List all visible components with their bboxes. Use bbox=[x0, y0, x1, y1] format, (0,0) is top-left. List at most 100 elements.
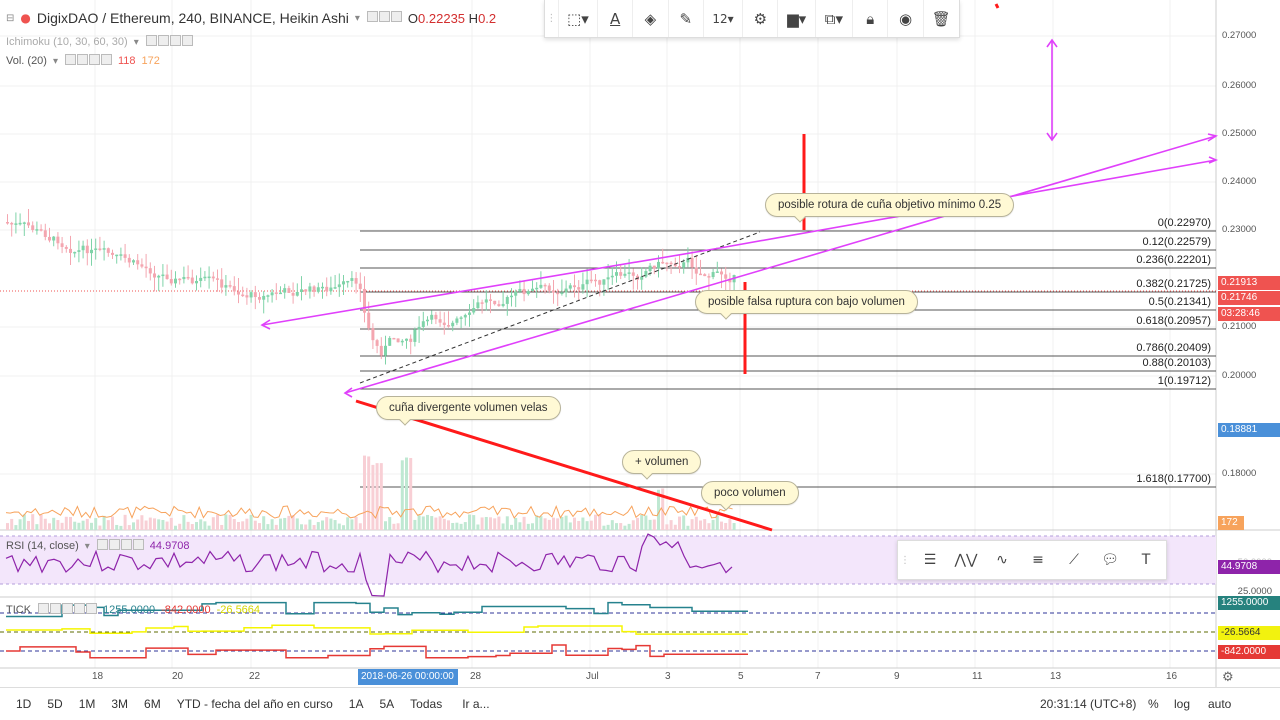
volume-bar bbox=[136, 519, 140, 530]
fib-level-label: 0.236(0.22201) bbox=[1136, 254, 1211, 266]
rsi-label[interactable]: RSI (14, close) bbox=[6, 540, 79, 552]
time-tick: Jul bbox=[586, 671, 599, 682]
volume-legend: Vol. (20) ▾ 118 172 bbox=[6, 54, 160, 68]
candle-body bbox=[505, 297, 509, 304]
volume-bar bbox=[220, 524, 224, 530]
candle-body bbox=[728, 278, 732, 283]
symbol-title[interactable]: DigixDAO / Ethereum, 240, BINANCE, Heiki… bbox=[36, 10, 349, 26]
candle-body bbox=[199, 277, 203, 281]
clock-display[interactable]: 20:31:14 (UTC+8) bbox=[1040, 697, 1137, 711]
volume-bar bbox=[543, 518, 547, 530]
chevron-down-icon[interactable]: ▾ bbox=[354, 12, 360, 24]
volume-bar bbox=[438, 516, 442, 530]
price-tag: 0.21913 bbox=[1218, 276, 1280, 290]
legend-controls[interactable] bbox=[366, 11, 402, 25]
timeframe-button[interactable]: YTD - fecha del año en curso bbox=[176, 697, 333, 711]
lock-icon[interactable]: 🔒︎ bbox=[853, 0, 889, 37]
note-false-break[interactable]: posible falsa ruptura con bajo volumen bbox=[695, 290, 918, 320]
volume-bar bbox=[337, 523, 341, 530]
candle-body bbox=[64, 246, 68, 249]
note-breakout[interactable]: posible rotura de cuña objetivo mínimo 0… bbox=[765, 193, 1015, 223]
volume-bar bbox=[459, 523, 463, 530]
candle-body bbox=[585, 279, 589, 285]
layers-icon[interactable]: ▆▾ bbox=[778, 0, 816, 37]
candle-body bbox=[266, 295, 270, 297]
volume-bar bbox=[144, 520, 148, 530]
legend-controls[interactable] bbox=[64, 54, 112, 68]
timeframe-button[interactable]: 3M bbox=[111, 697, 129, 711]
chevron-down-icon[interactable]: ▾ bbox=[84, 540, 90, 552]
log-toggle[interactable]: log bbox=[1174, 697, 1191, 711]
note-plus-volume[interactable]: + volumen bbox=[622, 450, 702, 480]
legend-controls[interactable] bbox=[145, 35, 193, 49]
fill-color-icon[interactable]: ◈ bbox=[633, 0, 669, 37]
candle-body bbox=[463, 314, 467, 318]
clone-icon[interactable]: ⧉▾ bbox=[816, 0, 854, 37]
volume-label[interactable]: Vol. (20) bbox=[6, 55, 47, 67]
auto-toggle[interactable]: auto bbox=[1208, 697, 1232, 711]
timeframe-button[interactable]: 6M bbox=[144, 697, 161, 711]
candle-body bbox=[426, 319, 429, 322]
candle-body bbox=[270, 292, 274, 296]
timeframe-button[interactable]: 1A bbox=[348, 697, 364, 711]
trend-line-icon[interactable]: ⟋ bbox=[1069, 552, 1079, 568]
volume-bar bbox=[270, 519, 274, 530]
settings-gear-icon[interactable]: ⚙ bbox=[1222, 670, 1234, 685]
select-area-icon[interactable]: ⬚▾ bbox=[559, 0, 598, 37]
timeframe-button[interactable]: 5D bbox=[47, 697, 63, 711]
callout-icon[interactable]: 💬︎ bbox=[1101, 552, 1119, 568]
text-tool-icon[interactable]: T bbox=[1141, 552, 1151, 568]
volume-bar bbox=[375, 463, 379, 530]
price-tag: 03:28:46 bbox=[1218, 307, 1280, 321]
volume-bar bbox=[245, 518, 249, 530]
line-color-icon[interactable]: ✎ bbox=[669, 0, 704, 37]
volume-bar bbox=[379, 463, 383, 530]
elliott-wave-icon[interactable]: ⋀⋁ bbox=[954, 552, 978, 568]
candle-body bbox=[447, 325, 450, 327]
tick-label[interactable]: TICK bbox=[6, 604, 32, 616]
trash-icon[interactable]: 🗑︎ bbox=[931, 9, 951, 28]
timeframe-button[interactable]: 1M bbox=[78, 697, 96, 711]
candle-body bbox=[308, 286, 312, 292]
horizontal-lines-icon[interactable]: ☰ bbox=[923, 552, 937, 568]
grip-icon[interactable]: ⋮ bbox=[545, 0, 559, 37]
legend-controls[interactable] bbox=[37, 603, 98, 617]
volume-bar bbox=[367, 456, 371, 530]
note-low-volume[interactable]: poco volumen bbox=[701, 481, 799, 511]
price-tag: 172 bbox=[1218, 516, 1244, 530]
candle-body bbox=[119, 254, 123, 256]
font-size-select[interactable]: 12 ▾ bbox=[704, 0, 744, 37]
volume-bar bbox=[480, 517, 484, 530]
eye-icon[interactable]: ◉ bbox=[888, 0, 924, 37]
fib-tool-icon[interactable]: ≡ bbox=[1032, 552, 1044, 568]
volume-bar bbox=[174, 525, 177, 530]
goto-date-button[interactable]: Ir a... bbox=[462, 697, 490, 711]
candle-body bbox=[560, 292, 564, 294]
candle-body bbox=[640, 276, 644, 280]
candle-body bbox=[379, 345, 383, 356]
candle-body bbox=[438, 319, 442, 323]
ichimoku-label[interactable]: Ichimoku (10, 30, 60, 30) bbox=[6, 36, 128, 48]
candle-body bbox=[392, 337, 396, 340]
timeframe-button[interactable]: 5A bbox=[379, 697, 395, 711]
candle-body bbox=[291, 292, 295, 296]
timeframe-button[interactable]: Todas bbox=[410, 697, 443, 711]
timeframe-button[interactable]: 1D bbox=[16, 697, 32, 711]
volume-bar bbox=[610, 520, 614, 530]
candle-body bbox=[501, 303, 505, 307]
abcd-pattern-icon[interactable]: ∿ bbox=[996, 552, 1008, 568]
legend-controls[interactable] bbox=[96, 539, 144, 553]
grip-icon[interactable]: ⋮ bbox=[900, 554, 910, 566]
candle-body bbox=[371, 328, 375, 341]
candle-body bbox=[375, 340, 379, 346]
percent-toggle[interactable]: % bbox=[1148, 697, 1159, 711]
collapse-icon[interactable]: ⊟ bbox=[6, 12, 15, 24]
volume-bar bbox=[535, 515, 539, 530]
gear-icon[interactable]: ⚙ bbox=[743, 0, 779, 37]
note-wedge[interactable]: cuña divergente volumen velas bbox=[376, 396, 561, 426]
candle-body bbox=[283, 288, 287, 293]
chevron-down-icon[interactable]: ▾ bbox=[133, 36, 139, 48]
chevron-down-icon[interactable]: ▾ bbox=[52, 55, 58, 67]
text-color-icon[interactable]: A bbox=[598, 0, 634, 37]
volume-bar bbox=[623, 525, 627, 530]
